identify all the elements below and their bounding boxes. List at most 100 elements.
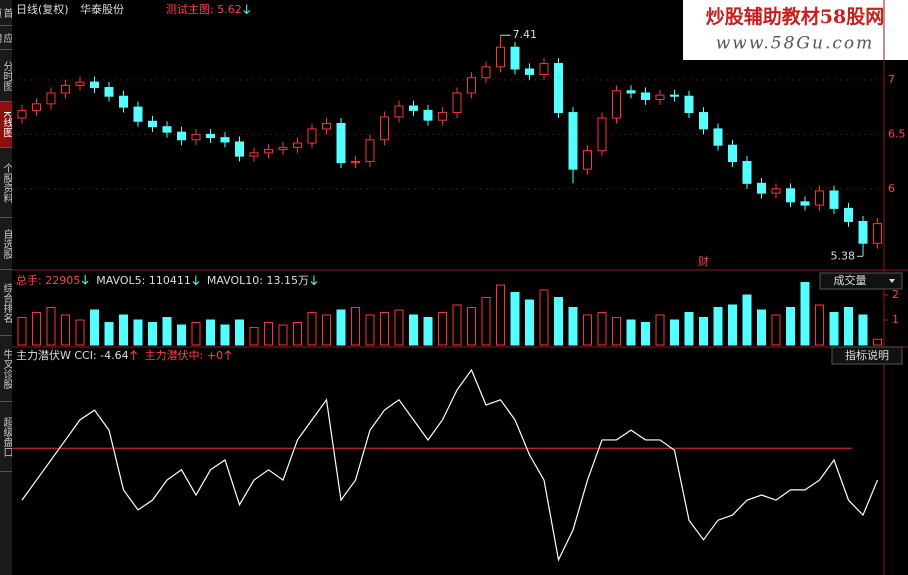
volume-bar bbox=[365, 314, 375, 346]
candle-body bbox=[539, 63, 549, 75]
candle-body bbox=[452, 92, 462, 114]
candle-body bbox=[365, 139, 375, 163]
volume-bar bbox=[873, 338, 882, 346]
candle-body bbox=[510, 46, 520, 70]
candle-body bbox=[612, 90, 621, 119]
volume-bar bbox=[525, 299, 534, 346]
trend-arrow bbox=[81, 275, 89, 285]
volume-bar bbox=[191, 322, 201, 346]
candle-body bbox=[626, 90, 636, 94]
volume-bar bbox=[771, 314, 781, 346]
candle-body bbox=[583, 150, 592, 170]
candle-body bbox=[191, 133, 201, 141]
candle-body bbox=[815, 190, 824, 206]
volume-bar bbox=[583, 314, 592, 346]
volume-bar bbox=[409, 314, 418, 346]
candle-body bbox=[873, 223, 882, 244]
volume-bar bbox=[278, 324, 288, 346]
volume-bar bbox=[133, 319, 143, 346]
trend-arrow bbox=[243, 4, 251, 15]
volume-bar bbox=[148, 322, 157, 346]
candle-body bbox=[278, 146, 288, 151]
y-tick-label: 1 bbox=[892, 313, 899, 326]
annotation-label: 7.41 bbox=[513, 28, 538, 41]
volume-bar bbox=[481, 297, 491, 346]
volume-bar bbox=[452, 304, 462, 346]
volume-bar bbox=[61, 314, 70, 346]
volume-legend: 总手: 22905 bbox=[16, 273, 80, 287]
candle-body bbox=[17, 109, 27, 119]
y-tick-label: 6 bbox=[888, 182, 895, 195]
sidebar-tab[interactable]: 应用 bbox=[0, 26, 12, 50]
indicator-legend: 主力潜伏中: +0 bbox=[145, 348, 223, 362]
volume-bar bbox=[568, 307, 578, 346]
candle-body bbox=[206, 133, 215, 139]
volume-bar bbox=[815, 304, 824, 346]
volume-bar bbox=[380, 312, 389, 346]
volume-bar bbox=[684, 312, 694, 346]
volume-legend: MAVOL5: 110411 bbox=[96, 274, 191, 287]
volume-dropdown[interactable] bbox=[819, 272, 903, 290]
volume-bar bbox=[641, 322, 650, 346]
volume-title: 成交量 bbox=[834, 273, 867, 287]
volume-bar bbox=[17, 317, 27, 346]
volume-bar bbox=[844, 307, 853, 346]
candle-body bbox=[699, 112, 708, 130]
stock-name: 华泰股份 bbox=[80, 2, 124, 16]
volume-bar bbox=[858, 314, 868, 346]
sidebar-tab[interactable]: 个股资料 bbox=[0, 148, 12, 218]
sidebar-tab[interactable]: 牛叉诊股 bbox=[0, 336, 12, 402]
candle-body bbox=[641, 92, 650, 100]
indicator-help-button[interactable] bbox=[831, 346, 903, 365]
sidebar-tab[interactable]: 自选股 bbox=[0, 218, 12, 270]
candle-body bbox=[162, 126, 172, 133]
sidebar-tab[interactable]: 综合排名 bbox=[0, 270, 12, 336]
volume-bar bbox=[670, 319, 679, 346]
trend-arrow bbox=[224, 350, 232, 360]
y-tick-label: 6.5 bbox=[888, 127, 906, 140]
candle-body bbox=[467, 77, 476, 94]
volume-bar bbox=[554, 297, 563, 346]
sidebar-tab[interactable]: 分时图 bbox=[0, 50, 12, 102]
candle-body bbox=[728, 144, 737, 163]
volume-bar bbox=[351, 307, 360, 346]
volume-bar bbox=[423, 317, 433, 346]
indicator-help-text: 指标说明 bbox=[845, 348, 889, 362]
volume-bar bbox=[786, 307, 795, 346]
candle-body bbox=[713, 128, 723, 146]
candle-body bbox=[104, 87, 114, 97]
annotation-label: 5.38 bbox=[831, 249, 856, 262]
candle-body bbox=[322, 122, 331, 130]
sidebar-tab[interactable]: 首页 bbox=[0, 0, 12, 26]
candle-body bbox=[670, 94, 679, 97]
candle-body bbox=[757, 182, 766, 194]
volume-bar bbox=[496, 284, 505, 346]
candle-body bbox=[177, 131, 186, 141]
candle-body bbox=[293, 142, 302, 148]
candle-body bbox=[351, 161, 360, 164]
volume-bar bbox=[32, 312, 41, 346]
sidebar-tab[interactable]: 超级盘口 bbox=[0, 402, 12, 472]
volume-bar bbox=[90, 309, 99, 346]
candle-body bbox=[800, 201, 810, 206]
candle-body bbox=[336, 122, 346, 164]
watermark-title: 炒股辅助教材58股网 bbox=[706, 5, 884, 28]
y-tick-label: 2 bbox=[892, 288, 899, 301]
candle-body bbox=[249, 152, 259, 157]
volume-bar bbox=[220, 324, 230, 346]
candle-body bbox=[46, 92, 56, 105]
volume-bar bbox=[206, 319, 215, 346]
trend-arrow bbox=[310, 275, 318, 286]
candle-body bbox=[844, 207, 853, 222]
volume-bar bbox=[467, 307, 476, 346]
volume-bar bbox=[264, 322, 273, 346]
candle-body bbox=[119, 95, 128, 108]
indicator-legend: 主力潜伏W CCI: -4.64 bbox=[16, 348, 129, 362]
volume-bar bbox=[394, 309, 404, 346]
volume-bar bbox=[177, 324, 186, 346]
volume-bar bbox=[119, 314, 128, 346]
volume-legend: MAVOL10: 13.15万 bbox=[207, 274, 309, 287]
finance-marker[interactable]: 财 bbox=[698, 254, 709, 268]
sidebar-tab[interactable]: K线图 bbox=[0, 102, 12, 148]
candle-body bbox=[655, 94, 665, 100]
